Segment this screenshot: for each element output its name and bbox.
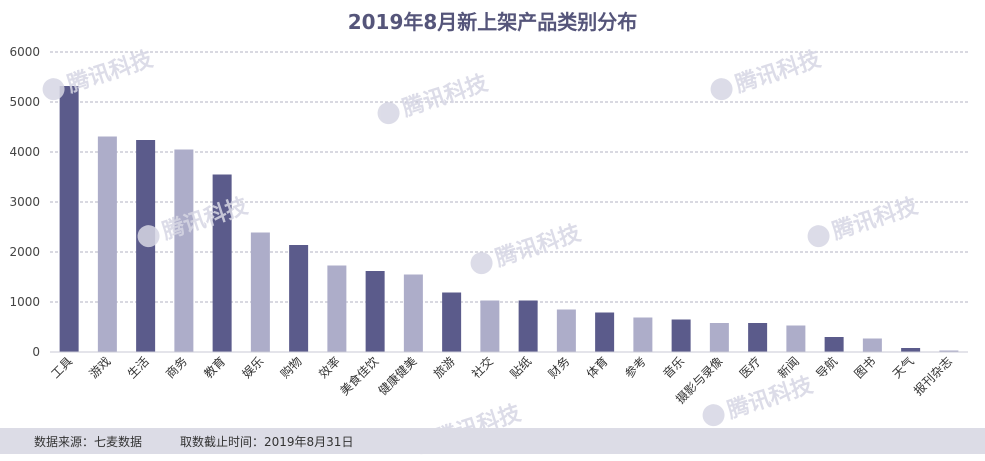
grid-lines xyxy=(50,51,968,303)
chart-title: 2019年8月新上架产品类别分布 xyxy=(347,10,638,34)
y-tick-label: 0 xyxy=(32,345,40,359)
bar-10 xyxy=(403,274,423,352)
bar-22 xyxy=(862,338,882,352)
x-tick-label: 参考 xyxy=(621,354,649,382)
bar-21 xyxy=(824,337,844,352)
chart-area: 0 1000 2000 3000 4000 5000 6000 工具 游戏 生活 商务 教育 娱乐 购物… xyxy=(9,45,968,407)
x-tick-label: 图书 xyxy=(852,354,879,381)
bar-18 xyxy=(709,323,729,352)
x-tick-label: 体育 xyxy=(583,354,611,382)
y-tick-label: 2000 xyxy=(9,245,40,259)
bar-13 xyxy=(518,300,538,352)
x-tick-label: 教育 xyxy=(201,354,229,382)
bar-20 xyxy=(786,325,806,352)
x-tick-label: 报刊杂志 xyxy=(910,354,955,399)
bar-8 xyxy=(327,265,347,352)
bar-24 xyxy=(939,350,959,352)
bar-17 xyxy=(671,319,691,352)
bar-7 xyxy=(289,245,309,352)
y-tick-label: 3000 xyxy=(9,195,40,209)
x-tick-label: 游戏 xyxy=(87,354,114,381)
bar-19 xyxy=(748,323,768,352)
x-tick-label: 健康健美 xyxy=(375,354,420,399)
data-source-note: 数据来源：七麦数据 xyxy=(34,435,143,449)
bar-23 xyxy=(901,348,921,352)
x-tick-label: 娱乐 xyxy=(240,354,267,381)
x-tick-label: 旅游 xyxy=(431,354,458,381)
x-tick-label: 生活 xyxy=(125,354,152,381)
x-tick-label: 财务 xyxy=(545,354,573,382)
bar-14 xyxy=(556,309,576,352)
y-tick-label: 4000 xyxy=(9,145,40,159)
data-cutoff-date: 取数截止时间：2019年8月31日 xyxy=(180,435,354,449)
bar-11 xyxy=(442,292,462,352)
bar-4 xyxy=(174,149,194,352)
y-tick-label: 5000 xyxy=(9,95,40,109)
x-tick-label: 工具 xyxy=(48,354,75,381)
y-axis-ticks: 0 1000 2000 3000 4000 5000 6000 xyxy=(9,45,40,359)
bar-1 xyxy=(59,86,79,352)
bars xyxy=(59,86,959,352)
x-tick-label: 贴纸 xyxy=(507,354,534,381)
footer-bar: 数据来源：七麦数据 取数截止时间：2019年8月31日 xyxy=(0,428,985,454)
x-tick-label: 天气 xyxy=(889,354,917,382)
x-tick-label: 导航 xyxy=(813,354,841,382)
x-tick-label: 购物 xyxy=(277,354,305,382)
x-tick-label: 医疗 xyxy=(737,354,764,381)
bar-9 xyxy=(365,271,385,352)
x-tick-label: 美食佳饮 xyxy=(337,354,382,399)
y-tick-label: 6000 xyxy=(9,45,40,59)
bar-12 xyxy=(480,300,500,352)
bar-5 xyxy=(212,174,232,352)
x-tick-label: 商务 xyxy=(162,354,190,382)
bar-15 xyxy=(595,312,615,352)
y-tick-label: 1000 xyxy=(9,295,40,309)
bar-2 xyxy=(97,136,117,352)
x-tick-label: 音乐 xyxy=(660,354,688,382)
x-tick-label: 社交 xyxy=(468,354,496,382)
x-tick-label: 效率 xyxy=(315,354,343,382)
bar-6 xyxy=(250,232,270,352)
bar-16 xyxy=(633,317,653,352)
